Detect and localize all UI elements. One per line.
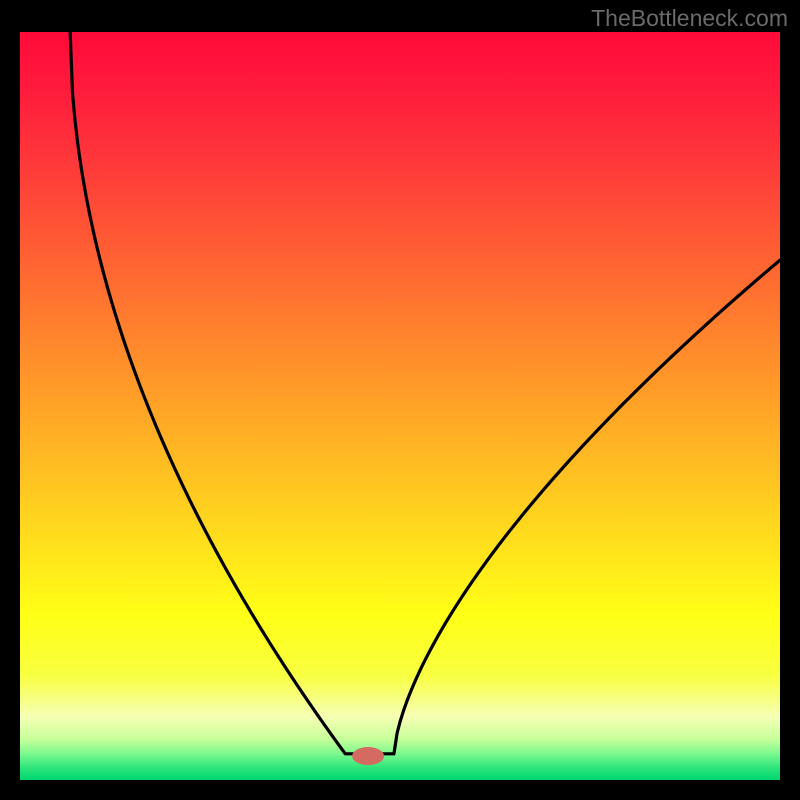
watermark-text: TheBottleneck.com (591, 5, 788, 32)
plot-frame (20, 32, 780, 780)
